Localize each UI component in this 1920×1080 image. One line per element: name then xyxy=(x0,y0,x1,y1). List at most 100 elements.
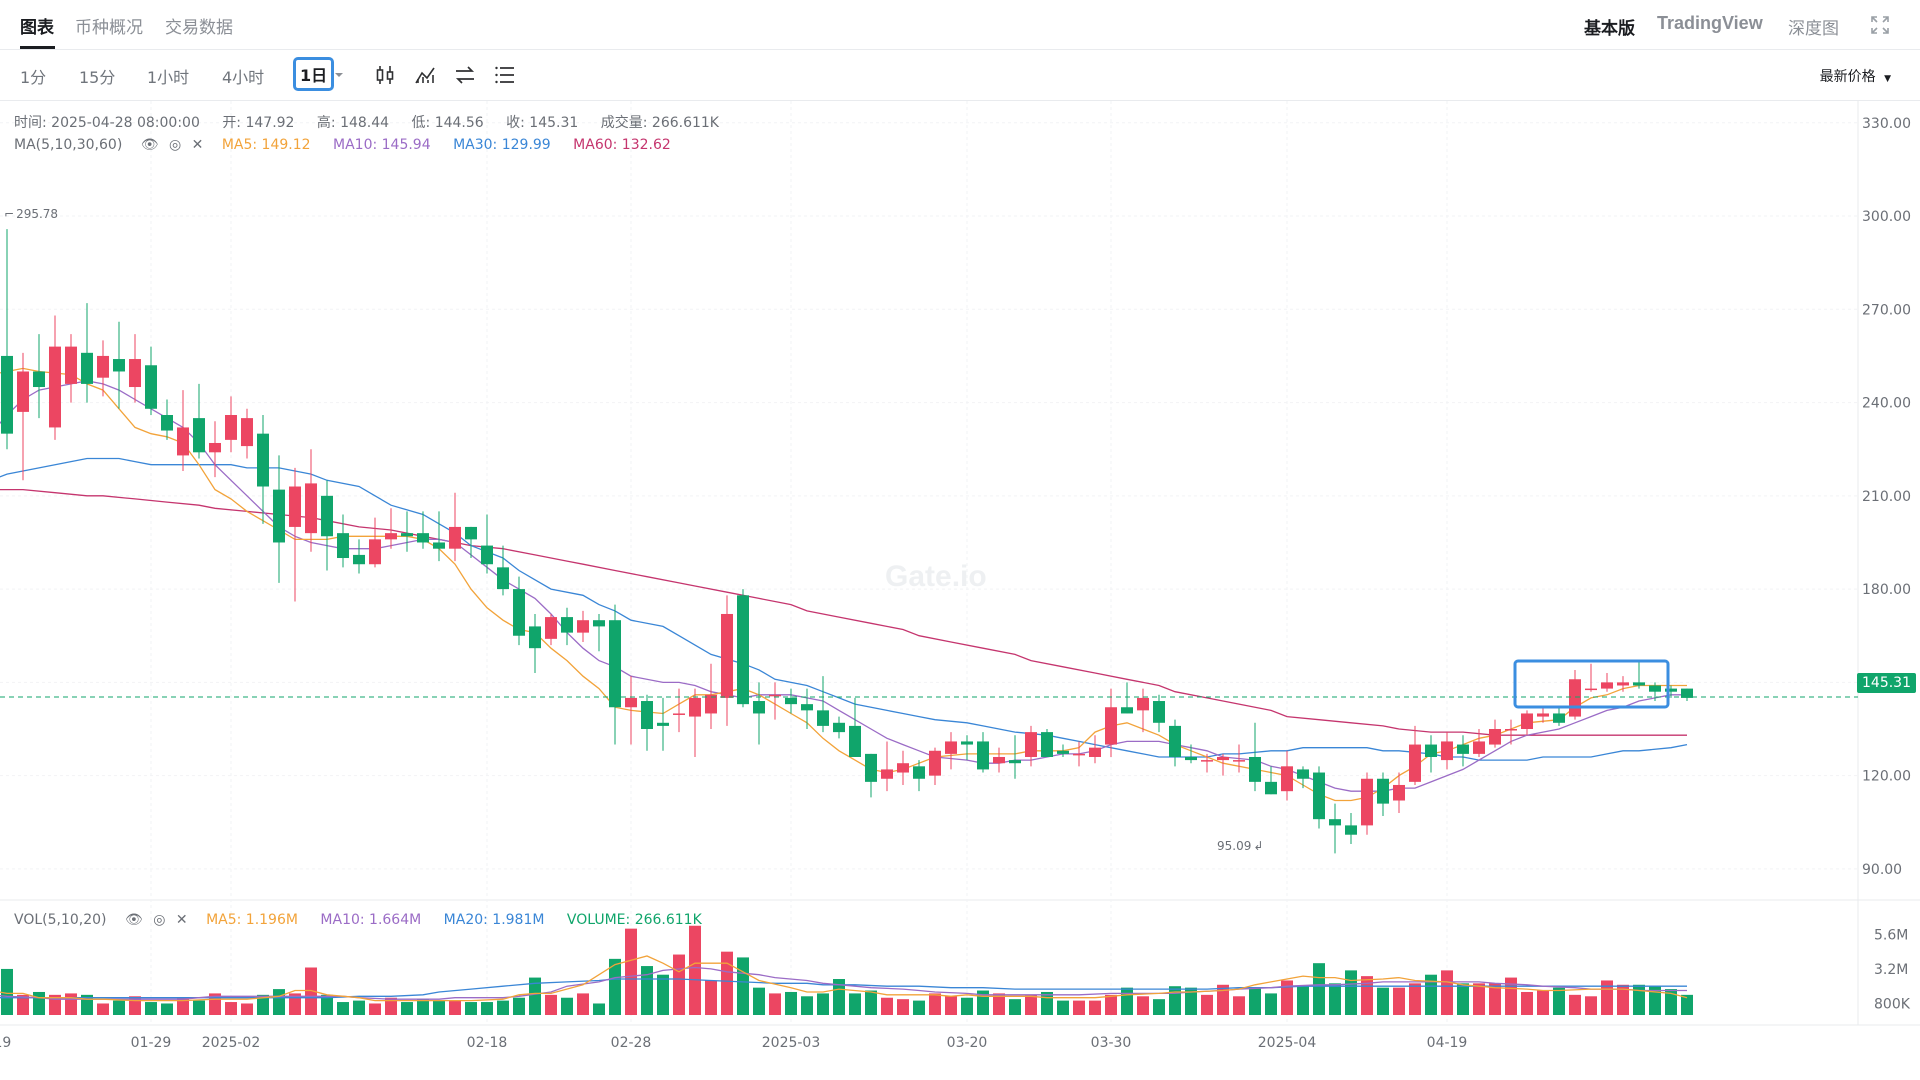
interval-15m[interactable]: 15分 xyxy=(79,68,116,87)
volume-bar xyxy=(1185,987,1197,1015)
candle-body xyxy=(1505,729,1517,731)
candle-body xyxy=(481,545,493,565)
volume-bar xyxy=(577,993,589,1015)
candle-body xyxy=(1217,756,1229,761)
candlestick-icon[interactable] xyxy=(373,63,397,87)
tab-depth-chart[interactable]: 深度图 xyxy=(1788,19,1839,39)
candle-body xyxy=(369,539,381,565)
candle-body xyxy=(1297,769,1309,779)
indicator-icon[interactable] xyxy=(413,63,437,87)
candle-body xyxy=(1649,685,1661,692)
interval-1d[interactable]: 1日 xyxy=(293,57,335,91)
vol-ma20-line xyxy=(0,978,1687,999)
volume-bar xyxy=(1073,1000,1085,1015)
volume-bar xyxy=(353,1000,365,1015)
candle-body xyxy=(1313,772,1325,820)
candle-body xyxy=(1457,744,1469,754)
candle-body xyxy=(1681,688,1693,698)
candle-body xyxy=(1025,732,1037,757)
ohlc-low: 低: 144.56 xyxy=(411,115,484,131)
low-marker: 95.09 ↲ xyxy=(1217,839,1281,853)
candle-body xyxy=(449,526,461,549)
price-tick-label: 120.00 xyxy=(1862,769,1911,785)
candle-body xyxy=(1105,707,1117,745)
candle-body xyxy=(1041,732,1053,757)
volume-bar xyxy=(321,994,333,1015)
volume-bar xyxy=(481,1002,493,1015)
ma-legend: MA(5,10,30,60) 👁 ◎ ✕ MA5: 149.12 MA10: 1… xyxy=(14,137,689,153)
candle-body xyxy=(65,346,77,384)
candle-body xyxy=(81,352,93,384)
volume-bar xyxy=(65,993,77,1015)
list-icon[interactable] xyxy=(493,63,517,87)
volume-bar xyxy=(529,977,541,1015)
price-type-select[interactable]: 最新价格 ▼ xyxy=(1820,66,1891,86)
vol-ma20-value: MA20: 1.981M xyxy=(443,912,545,928)
volume-bar xyxy=(17,994,29,1015)
ma60-line xyxy=(0,488,1687,736)
volume-bar xyxy=(1201,994,1213,1015)
expand-icon[interactable] xyxy=(1870,15,1890,35)
candle-body xyxy=(1521,713,1533,730)
candle-body xyxy=(1201,760,1213,762)
vol-ma5-line xyxy=(0,955,1688,1002)
volume-bar xyxy=(145,1002,157,1015)
volume-bar xyxy=(49,994,61,1015)
time-tick-label: 2025-03 xyxy=(762,1035,821,1051)
candle-body xyxy=(1617,682,1629,686)
highlight-box xyxy=(1513,659,1670,709)
candle-body xyxy=(1489,729,1501,745)
volume-bar xyxy=(1233,996,1245,1015)
candle-body xyxy=(1057,750,1069,754)
volume-bar xyxy=(433,1000,445,1015)
tab-basic-version[interactable]: 基本版 xyxy=(1584,19,1635,39)
interval-1h[interactable]: 1小时 xyxy=(147,68,190,87)
candle-body xyxy=(1089,747,1101,757)
candle-body xyxy=(241,418,253,447)
tab-chart[interactable]: 图表 xyxy=(20,18,54,38)
volume-bar xyxy=(465,1002,477,1015)
candle-body xyxy=(1665,688,1677,692)
volume-bar xyxy=(817,993,829,1015)
time-tick-label: 03-30 xyxy=(1091,1035,1132,1051)
tab-active-indicator xyxy=(20,46,55,49)
close-icon[interactable]: ✕ xyxy=(191,137,204,153)
ma60-value: MA60: 132.62 xyxy=(573,137,671,153)
vol-settings-icon[interactable]: ◎ xyxy=(153,912,166,928)
tab-tradingview[interactable]: TradingView xyxy=(1657,13,1763,33)
volume-bar xyxy=(1425,974,1437,1015)
tab-trading-data[interactable]: 交易数据 xyxy=(165,18,233,38)
interval-4h[interactable]: 4小时 xyxy=(222,68,265,87)
volume-bar xyxy=(1169,986,1181,1015)
candle-body xyxy=(129,359,141,388)
eye-icon[interactable]: 👁 xyxy=(140,137,159,153)
swap-icon[interactable] xyxy=(453,63,477,87)
candle-body xyxy=(833,722,845,733)
volume-bar xyxy=(1457,983,1469,1015)
tab-coin-overview[interactable]: 币种概况 xyxy=(75,18,143,38)
time-tick-label: 02-18 xyxy=(467,1035,508,1051)
interval-1m[interactable]: 1分 xyxy=(20,68,47,87)
candle-body xyxy=(1377,778,1389,804)
candle-body xyxy=(257,433,269,487)
volume-bar xyxy=(1345,970,1357,1015)
volume-bar xyxy=(897,999,909,1015)
volume-bar xyxy=(1265,993,1277,1015)
volume-tick-label: 3.2M xyxy=(1874,962,1908,978)
candle-body xyxy=(545,617,557,639)
chevron-down-icon[interactable] xyxy=(334,70,344,80)
volume-bar xyxy=(1409,983,1421,1015)
candle-body xyxy=(1249,756,1261,782)
vol-close-icon[interactable]: ✕ xyxy=(175,912,188,928)
settings-icon[interactable]: ◎ xyxy=(168,137,182,153)
candle-body xyxy=(913,766,925,779)
candle-body xyxy=(385,533,397,540)
candle-body xyxy=(1553,713,1565,723)
volume-bar xyxy=(1489,983,1501,1015)
candle-body xyxy=(145,365,157,409)
candle-body xyxy=(1329,819,1341,826)
vol-eye-icon[interactable]: 👁 xyxy=(124,912,143,928)
price-tick-label: 300.00 xyxy=(1862,209,1911,225)
time-tick-label: 2025-04 xyxy=(1258,1035,1317,1051)
